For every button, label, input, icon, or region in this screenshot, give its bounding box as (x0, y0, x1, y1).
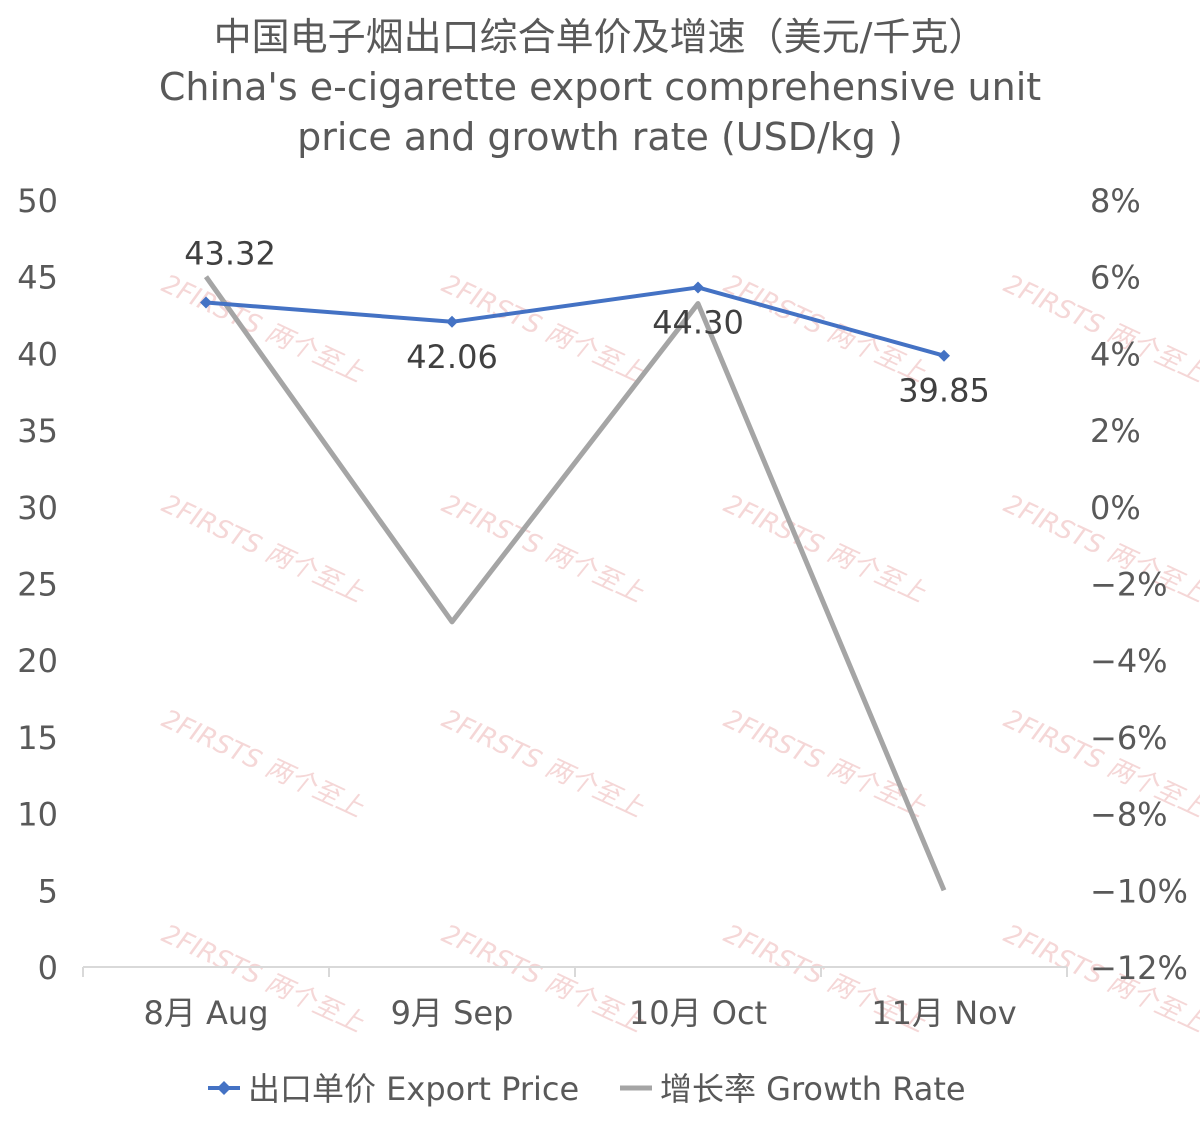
watermark-text: 2FIRSTS 两个至上 (719, 489, 931, 609)
series-layer (200, 275, 950, 892)
legend-marker-export-price (217, 1081, 231, 1095)
watermark-text: 2FIRSTS 两个至上 (437, 704, 649, 824)
x-tick-label: 10月 Oct (629, 994, 767, 1032)
chart-title-en-line2: price and growth rate (USD/kg ) (297, 115, 903, 159)
y-right-tick-label: −2% (1090, 566, 1168, 604)
data-label: 44.30 (652, 303, 744, 341)
y-right-tick-label: 4% (1090, 335, 1141, 373)
watermark-text: 2FIRSTS 两个至上 (157, 489, 369, 609)
y-left-tick-label: 15 (17, 719, 58, 757)
y-right-tick-label: −8% (1090, 796, 1168, 834)
export-price-point (446, 315, 458, 328)
x-tick-label: 8月 Aug (143, 994, 268, 1032)
export-price-point (692, 281, 704, 294)
y-left-tick-label: 30 (17, 489, 58, 527)
data-label: 42.06 (406, 338, 498, 376)
chart-title-en-line1: China's e-cigarette export comprehensive… (158, 65, 1042, 109)
y-right-tick-label: 0% (1090, 489, 1141, 527)
y-left-tick-label: 40 (17, 335, 58, 373)
y-left-tick-label: 20 (17, 642, 58, 680)
watermark-text: 2FIRSTS 两个至上 (719, 704, 931, 824)
legend: 出口单价 Export Price 增长率 Growth Rate (208, 1070, 966, 1108)
y-left-tick-label: 0 (38, 949, 58, 987)
y-right-tick-label: 2% (1090, 412, 1141, 450)
y-left-tick-label: 25 (17, 566, 58, 604)
x-tick-label: 9月 Sep (391, 994, 514, 1032)
watermark-layer: 2FIRSTS 两个至上 2FIRSTS 两个至上 2FIRSTS 两个至上 2FIR… (157, 269, 1200, 1039)
y-left-tick-label: 10 (17, 796, 58, 834)
chart-title-zh: 中国电子烟出口综合单价及增速（美元/千克） (213, 15, 987, 59)
y-right-tick-label: −4% (1090, 642, 1168, 680)
y-right-tick-label: 6% (1090, 259, 1141, 297)
y-right-tick-label: −10% (1090, 872, 1188, 910)
x-tick-label: 11月 Nov (871, 994, 1016, 1032)
y-left-tick-label: 45 (17, 259, 58, 297)
export-price-point (200, 296, 212, 309)
series-line-export-price (205, 285, 945, 358)
watermark-text: 2FIRSTS 两个至上 (157, 269, 369, 389)
data-label: 39.85 (898, 372, 990, 410)
y-left-tick-label: 5 (38, 872, 58, 910)
data-labels: 43.32 42.06 44.30 39.85 (184, 234, 990, 409)
legend-label-growth-rate: 增长率 Growth Rate (660, 1070, 966, 1108)
watermark-text: 2FIRSTS 两个至上 (157, 704, 369, 824)
axes: 8月 Aug 9月 Sep 10月 Oct 11月 Nov 0 5 10 15 20 25 30 35… (17, 182, 1188, 1032)
y-left-tick-label: 35 (17, 412, 58, 450)
y-right-tick-label: −6% (1090, 719, 1168, 757)
y-right-tick-label: −12% (1090, 949, 1188, 987)
y-left-tick-label: 50 (17, 182, 58, 220)
export-price-point (938, 349, 950, 362)
series-line-growth-rate (203, 275, 947, 892)
legend-label-export-price: 出口单价 Export Price (248, 1070, 579, 1108)
y-right-tick-label: 8% (1090, 182, 1141, 220)
data-label: 43.32 (184, 234, 276, 272)
